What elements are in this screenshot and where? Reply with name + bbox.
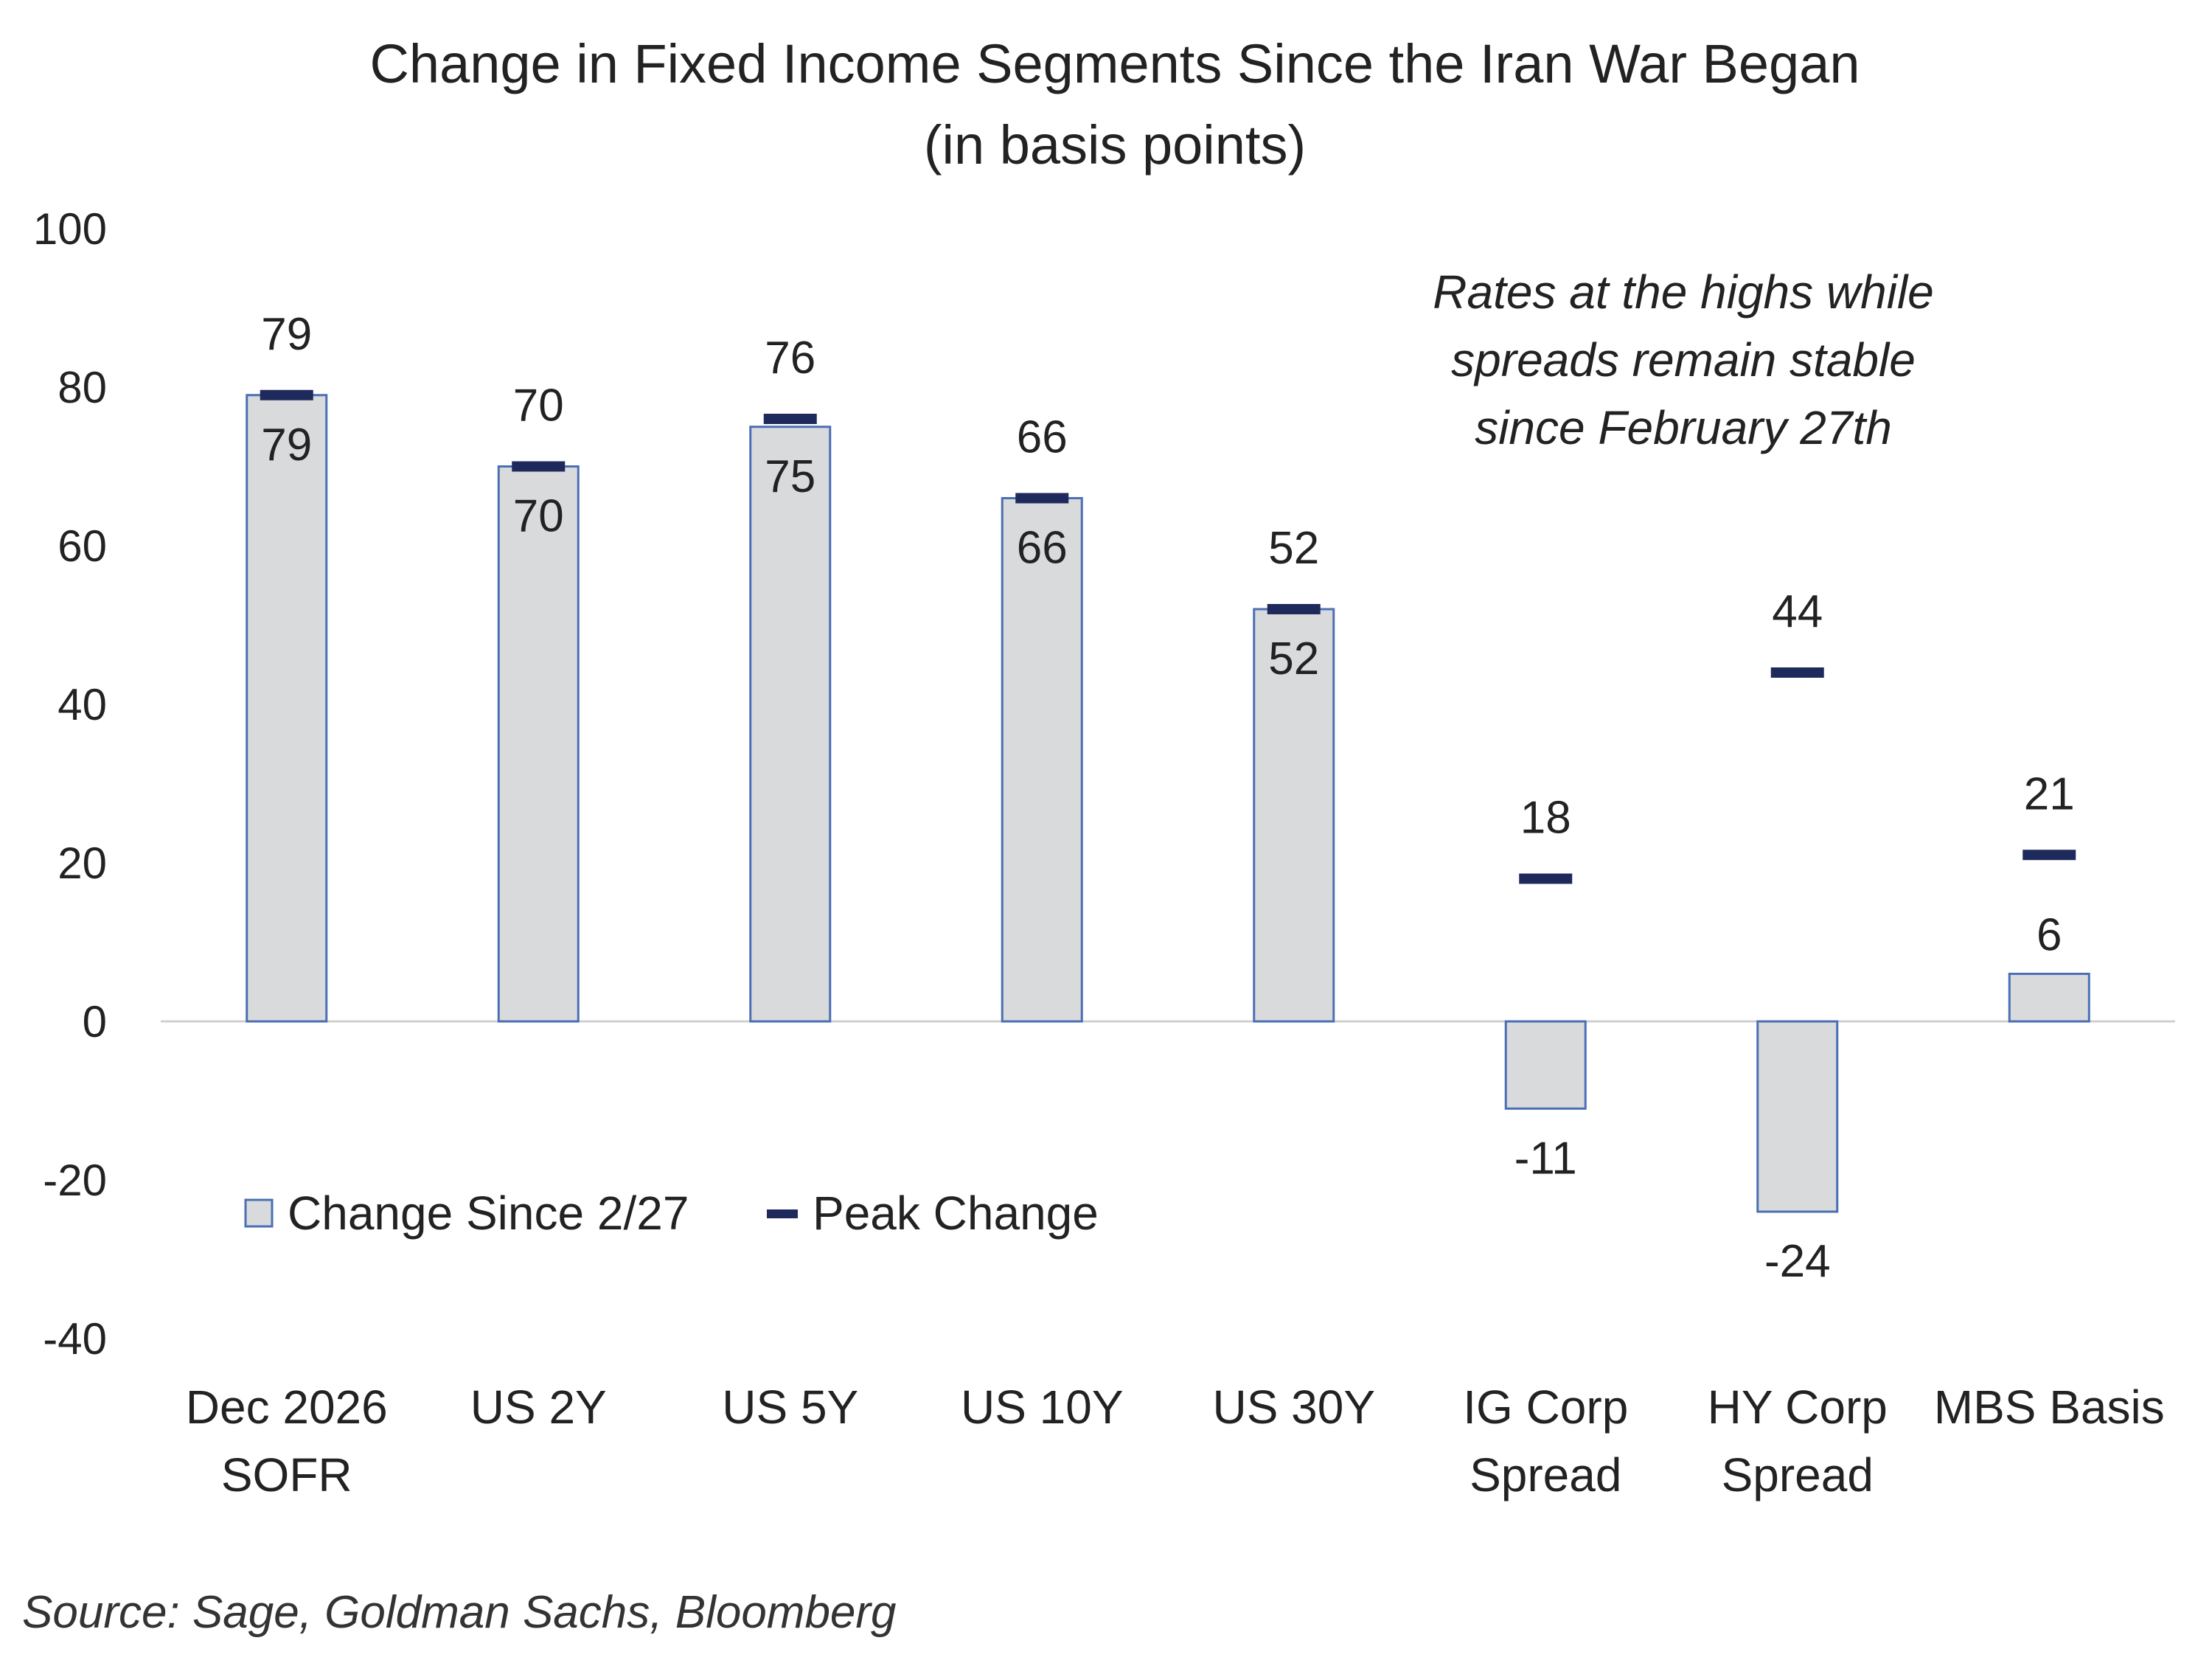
category-label: US 10Y	[961, 1381, 1124, 1434]
category-label: SOFR	[221, 1448, 352, 1501]
peak-value-label: 76	[765, 333, 815, 383]
bar	[1001, 497, 1083, 1023]
change-value-label: 52	[1268, 633, 1319, 684]
chart-title: Change in Fixed Income Segments Since th…	[369, 33, 1860, 94]
legend-label-change: Change Since 2/27	[288, 1187, 689, 1240]
bar	[1504, 1020, 1587, 1110]
category-label: Spread	[1470, 1448, 1621, 1501]
peak-marker	[763, 414, 817, 424]
category-label: Spread	[1722, 1448, 1874, 1501]
peak-markers	[260, 389, 2076, 884]
peak-value-label: 44	[1772, 586, 1823, 637]
bar	[1253, 608, 1335, 1023]
legend-swatch-peak	[767, 1209, 798, 1218]
bar	[497, 465, 580, 1023]
y-tick-label: 100	[33, 204, 107, 254]
annotation-line: Rates at the highs while	[1433, 265, 1934, 319]
peak-value-label: 66	[1017, 412, 1068, 463]
source-note: Source: Sage, Goldman Sachs, Bloomberg	[22, 1587, 897, 1638]
change-value-label: 66	[1017, 523, 1068, 574]
peak-marker	[1015, 493, 1069, 504]
change-value-label: -24	[1764, 1236, 1831, 1287]
peak-value-label: 52	[1268, 523, 1319, 574]
y-tick-label: 60	[58, 521, 107, 571]
legend-swatch-change	[244, 1198, 274, 1228]
category-label: MBS Basis	[1934, 1381, 2165, 1434]
bar	[1756, 1020, 1839, 1213]
y-axis: -40 -20 0 20 40 60 80 100	[33, 204, 107, 1364]
category-label: HY Corp	[1708, 1381, 1888, 1434]
category-label: Dec 2026	[186, 1381, 388, 1434]
peak-value-label: 79	[261, 309, 312, 360]
peak-value-label: 70	[513, 381, 564, 431]
peak-value-label: 18	[1520, 793, 1571, 844]
bar	[749, 426, 832, 1023]
annotation-line: since February 27th	[1475, 401, 1892, 454]
category-label: IG Corp	[1463, 1381, 1628, 1434]
peak-marker	[512, 461, 566, 472]
category-label: US 2Y	[470, 1381, 607, 1434]
data-labels: 79 79 70 70 76 75 66 66 52 52 18 -11 44 -24 21 6	[261, 309, 2074, 1287]
annotation-line: spreads remain stable	[1451, 333, 1916, 386]
change-value-label: 6	[2037, 910, 2062, 961]
legend: Change Since 2/27 Peak Change	[244, 1187, 1099, 1240]
y-tick-label: -20	[43, 1156, 107, 1205]
peak-marker	[260, 389, 313, 400]
y-tick-label: 80	[58, 363, 107, 412]
x-axis: Dec 2026 SOFR US 2Y US 5Y US 10Y US 30Y IG Cor…	[186, 1381, 2165, 1501]
peak-marker	[1519, 873, 1573, 884]
y-tick-label: -40	[43, 1314, 107, 1364]
bar	[2008, 973, 2090, 1023]
legend-label-peak: Peak Change	[813, 1187, 1099, 1240]
y-tick-label: 40	[58, 680, 107, 729]
change-value-label: 79	[261, 420, 312, 471]
chart-subtitle: (in basis points)	[924, 114, 1306, 176]
peak-marker	[1267, 604, 1321, 614]
annotation: Rates at the highs while spreads remain s…	[1433, 265, 1934, 454]
change-value-label: 75	[765, 451, 815, 502]
category-label: US 30Y	[1212, 1381, 1375, 1434]
bars	[246, 394, 2090, 1213]
y-tick-label: 20	[58, 839, 107, 888]
peak-value-label: 21	[2024, 768, 2075, 819]
peak-marker	[2023, 850, 2076, 861]
y-tick-label: 0	[83, 997, 107, 1046]
category-label: US 5Y	[722, 1381, 858, 1434]
change-value-label: 70	[513, 491, 564, 542]
bar	[246, 394, 328, 1023]
peak-marker	[1770, 667, 1824, 678]
change-value-label: -11	[1514, 1133, 1577, 1184]
